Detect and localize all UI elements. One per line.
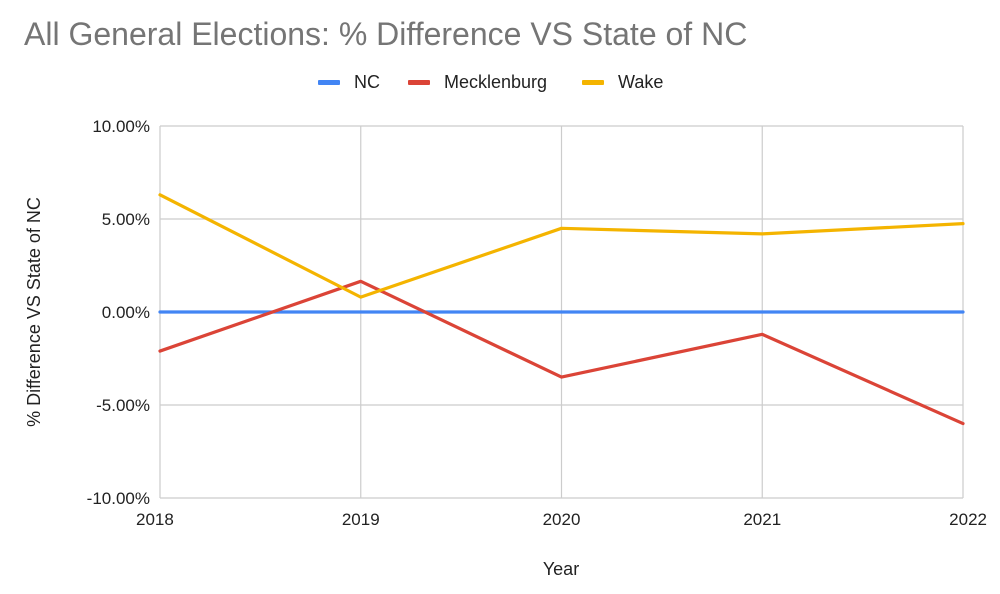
x-tick-label-2019: 2019 bbox=[342, 510, 380, 529]
legend: NC Mecklenburg Wake bbox=[0, 72, 1000, 98]
series-lines bbox=[158, 193, 965, 426]
x-axis-ticks: 2018 2019 2020 2021 2022 bbox=[136, 510, 987, 529]
y-axis-ticks: 10.00% 5.00% 0.00% -5.00% -10.00% bbox=[87, 117, 150, 508]
y-tick-label-3: -5.00% bbox=[96, 396, 150, 415]
x-tick-label-2020: 2020 bbox=[543, 510, 581, 529]
legend-label-nc: NC bbox=[354, 72, 380, 92]
series-line-mecklenburg bbox=[158, 279, 965, 426]
y-tick-label-1: 5.00% bbox=[102, 210, 150, 229]
y-axis-title: % Difference VS State of NC bbox=[24, 197, 44, 427]
y-tick-label-0: 10.00% bbox=[92, 117, 150, 136]
series-line-wake bbox=[158, 193, 965, 299]
y-tick-label-2: 0.00% bbox=[102, 303, 150, 322]
legend-item-nc[interactable]: NC bbox=[318, 72, 380, 93]
legend-swatch-wake bbox=[582, 80, 604, 85]
legend-swatch-mecklenburg bbox=[408, 80, 430, 85]
x-tick-label-2018: 2018 bbox=[136, 510, 174, 529]
y-tick-label-4: -10.00% bbox=[87, 489, 150, 508]
x-axis-title: Year bbox=[543, 559, 579, 579]
legend-swatch-nc bbox=[318, 80, 340, 85]
legend-item-wake[interactable]: Wake bbox=[582, 72, 663, 93]
x-tick-label-2022: 2022 bbox=[949, 510, 987, 529]
legend-label-mecklenburg: Mecklenburg bbox=[444, 72, 548, 92]
x-tick-label-2021: 2021 bbox=[743, 510, 781, 529]
chart-title: All General Elections: % Difference VS S… bbox=[24, 16, 748, 52]
legend-item-mecklenburg[interactable]: Mecklenburg bbox=[408, 72, 547, 93]
legend-label-wake: Wake bbox=[618, 72, 664, 92]
